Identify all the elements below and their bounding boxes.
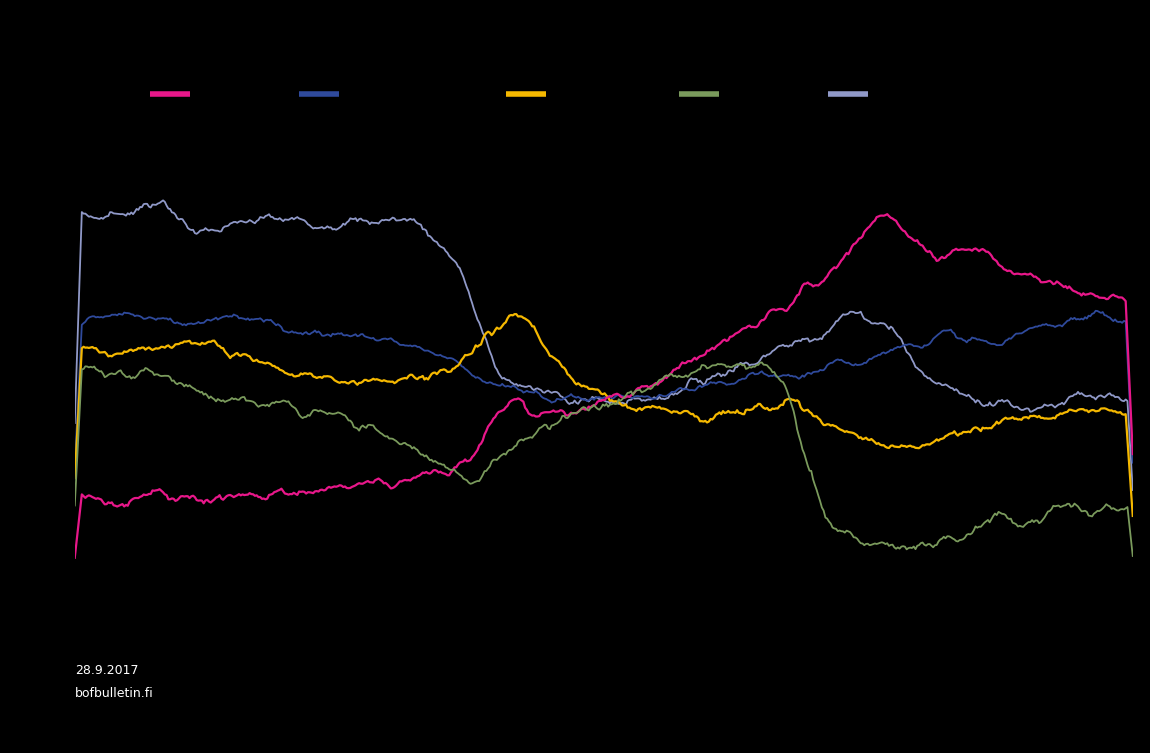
Text: bofbulletin.fi: bofbulletin.fi (75, 687, 153, 700)
Text: 28.9.2017: 28.9.2017 (75, 664, 138, 677)
